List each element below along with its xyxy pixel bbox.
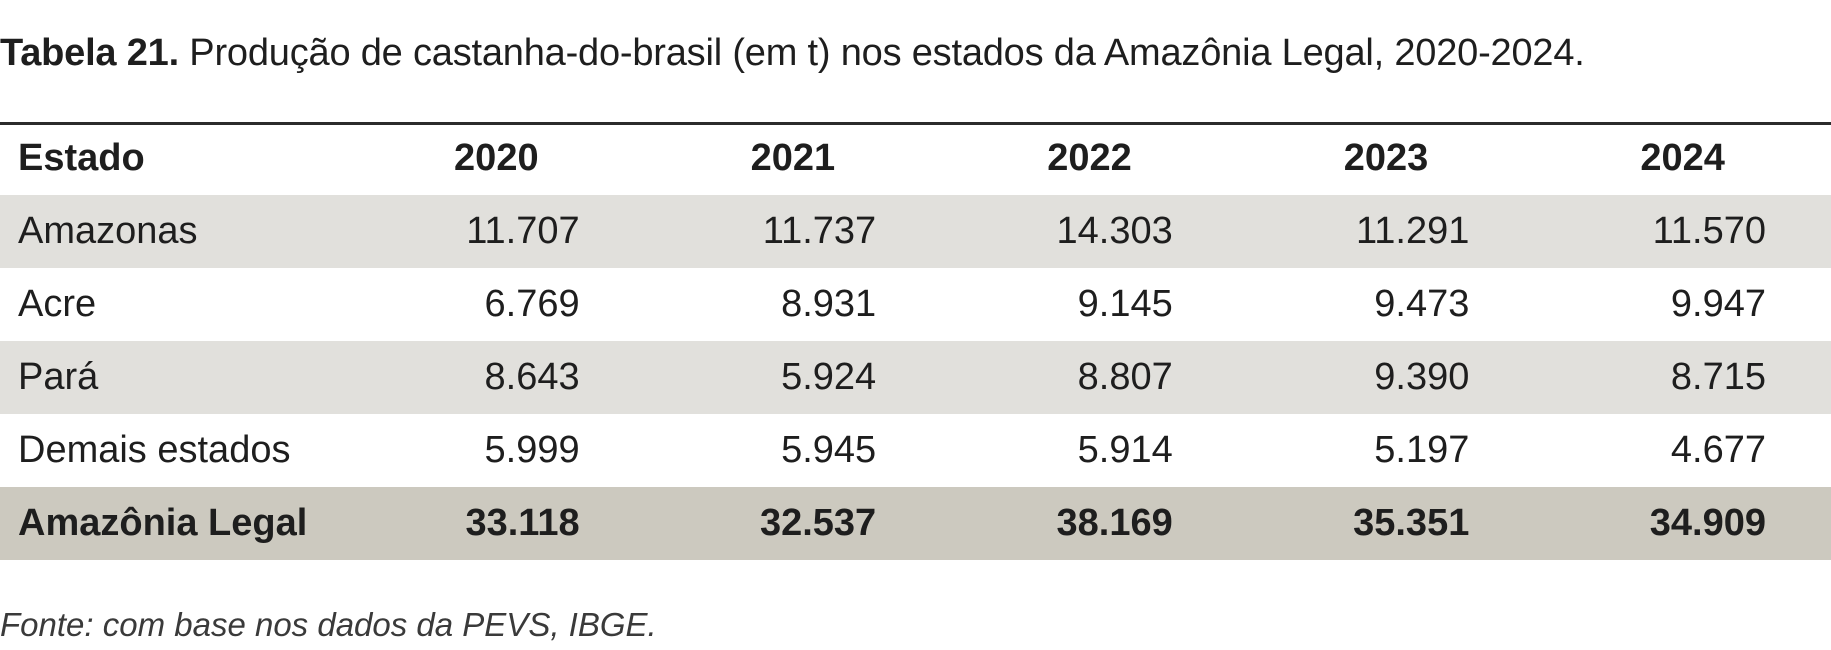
table-cell: 14.303 bbox=[941, 195, 1238, 268]
column-header-2021: 2021 bbox=[750, 137, 836, 179]
production-table: Estado 2020 2021 2022 2023 2024 Amazonas… bbox=[0, 122, 1831, 560]
table-cell: 9.390 bbox=[1237, 341, 1535, 414]
total-cell: 32.537 bbox=[644, 487, 942, 560]
table-cell: 5.914 bbox=[941, 414, 1238, 487]
total-cell: 33.118 bbox=[348, 487, 645, 560]
table-row: Demais estados 5.999 5.945 5.914 5.197 4… bbox=[0, 414, 1831, 487]
table-cell: 5.945 bbox=[644, 414, 942, 487]
total-cell: 35.351 bbox=[1237, 487, 1535, 560]
table-cell: 11.707 bbox=[348, 195, 645, 268]
row-label: Amazonas bbox=[0, 195, 349, 268]
total-label: Amazônia Legal bbox=[0, 487, 349, 560]
column-header-2023: 2023 bbox=[1343, 137, 1429, 179]
table-cell: 5.197 bbox=[1237, 414, 1535, 487]
table-row: Amazonas 11.707 11.737 14.303 11.291 11.… bbox=[0, 195, 1831, 268]
table-cell: 8.715 bbox=[1534, 341, 1831, 414]
column-header-2024: 2024 bbox=[1640, 137, 1725, 179]
row-label: Demais estados bbox=[0, 414, 349, 487]
caption-label: Tabela 21. bbox=[0, 32, 179, 74]
table-cell: 6.769 bbox=[348, 268, 645, 341]
table-caption: Tabela 21. Produção de castanha-do-brasi… bbox=[0, 26, 1585, 80]
table-cell: 11.570 bbox=[1534, 195, 1831, 268]
table-cell: 9.145 bbox=[941, 268, 1238, 341]
table-cell: 8.931 bbox=[644, 268, 942, 341]
table-cell: 9.947 bbox=[1534, 268, 1831, 341]
table-cell: 4.677 bbox=[1534, 414, 1831, 487]
table-total-row: Amazônia Legal 33.118 32.537 38.169 35.3… bbox=[0, 487, 1831, 560]
caption-text: Produção de castanha-do-brasil (em t) no… bbox=[178, 32, 1585, 74]
row-label: Pará bbox=[0, 341, 349, 414]
table-cell: 5.924 bbox=[644, 341, 942, 414]
table-cell: 8.643 bbox=[348, 341, 645, 414]
row-label: Acre bbox=[0, 268, 349, 341]
table-row: Acre 6.769 8.931 9.145 9.473 9.947 bbox=[0, 268, 1831, 341]
table-header-row: Estado 2020 2021 2022 2023 2024 bbox=[0, 122, 1831, 195]
table-cell: 8.807 bbox=[941, 341, 1238, 414]
table-cell: 11.291 bbox=[1237, 195, 1535, 268]
column-header-2022: 2022 bbox=[1047, 137, 1132, 179]
source-note: Fonte: com base nos dados da PEVS, IBGE. bbox=[0, 606, 657, 643]
total-cell: 34.909 bbox=[1534, 487, 1831, 560]
table-row: Pará 8.643 5.924 8.807 9.390 8.715 bbox=[0, 341, 1831, 414]
total-cell: 38.169 bbox=[941, 487, 1238, 560]
table-cell: 5.999 bbox=[348, 414, 645, 487]
table-top-rule bbox=[0, 122, 1831, 125]
table-cell: 9.473 bbox=[1237, 268, 1535, 341]
column-header-2020: 2020 bbox=[454, 137, 539, 179]
column-header-estado: Estado bbox=[18, 137, 145, 179]
table-cell: 11.737 bbox=[644, 195, 942, 268]
